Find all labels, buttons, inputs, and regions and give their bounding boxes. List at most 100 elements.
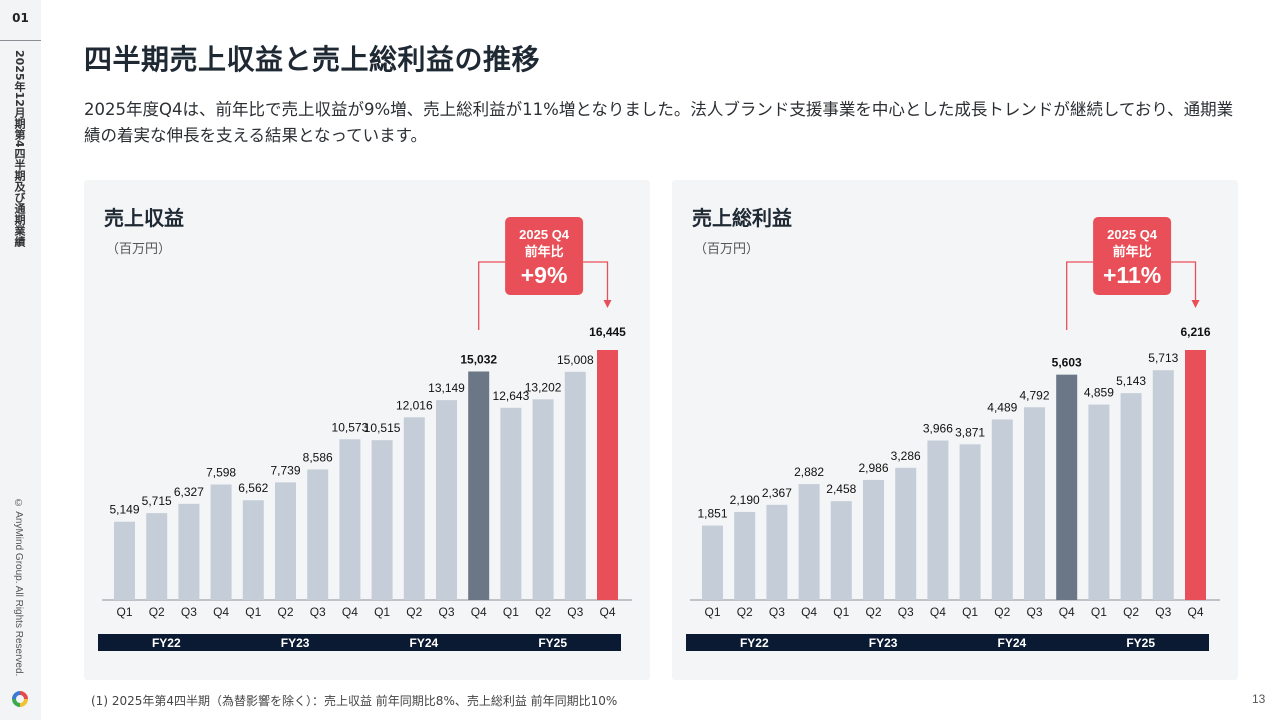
yoy-badge bbox=[1093, 217, 1172, 295]
bar-q3-14 bbox=[1152, 370, 1174, 600]
bar-value-label: 8,586 bbox=[303, 450, 333, 464]
bar-value-label: 7,739 bbox=[270, 463, 300, 477]
fiscal-year-label: FY22 bbox=[740, 636, 769, 650]
yoy-badge bbox=[505, 217, 584, 295]
bar-q2-9 bbox=[403, 417, 425, 600]
bar-value-label: 2,882 bbox=[794, 465, 824, 479]
quarter-tick-label: Q1 bbox=[704, 605, 720, 619]
fiscal-year-band bbox=[1072, 634, 1209, 651]
quarter-tick-label: Q4 bbox=[213, 605, 229, 619]
quarter-tick-label: Q3 bbox=[567, 605, 583, 619]
quarter-tick-label: Q3 bbox=[438, 605, 454, 619]
bar-q4-15 bbox=[1185, 350, 1206, 600]
fiscal-year-label: FY24 bbox=[410, 636, 439, 650]
fiscal-year-band bbox=[814, 634, 952, 651]
quarter-tick-label: Q1 bbox=[962, 605, 978, 619]
fiscal-year-label: FY23 bbox=[869, 636, 898, 650]
bar-q2-1 bbox=[146, 513, 168, 600]
bar-value-label: 5,715 bbox=[142, 494, 172, 508]
fiscal-year-band bbox=[355, 634, 493, 651]
gross-profit-chart-title: 売上総利益 bbox=[692, 206, 792, 230]
quarter-tick-label: Q1 bbox=[1091, 605, 1107, 619]
bar-value-label: 3,286 bbox=[891, 449, 921, 463]
bar-q4-3 bbox=[798, 484, 820, 600]
lead-paragraph: 2025年度Q4は、前年比で売上収益が9%増、売上総利益が11%増となりました。… bbox=[84, 100, 1234, 145]
quarter-tick-label: Q1 bbox=[374, 605, 390, 619]
footnote: (1) 2025年第4四半期（為替影響を除く）：売上収益 前年同期比8%、売上総… bbox=[91, 694, 618, 708]
bar-value-label: 10,573 bbox=[332, 420, 369, 434]
quarter-tick-label: Q3 bbox=[1026, 605, 1042, 619]
bar-q4-15 bbox=[597, 350, 618, 600]
bar-value-label: 3,871 bbox=[955, 425, 985, 439]
fiscal-year-label: FY24 bbox=[998, 636, 1027, 650]
bar-value-label: 15,008 bbox=[557, 353, 594, 367]
bar-q4-7 bbox=[927, 440, 949, 600]
anymind-logo-icon bbox=[12, 691, 28, 707]
quarter-tick-label: Q4 bbox=[599, 605, 615, 619]
bar-value-label: 2,458 bbox=[826, 482, 856, 496]
section-number: 01 bbox=[12, 11, 29, 25]
fiscal-year-label: FY25 bbox=[538, 636, 567, 650]
bar-q4-3 bbox=[210, 484, 232, 600]
arrow-down-icon bbox=[1191, 300, 1200, 308]
yoy-badge-period: 2025 Q4 bbox=[1107, 227, 1158, 242]
bar-value-label: 5,143 bbox=[1116, 374, 1146, 388]
quarter-tick-label: Q4 bbox=[930, 605, 946, 619]
bar-value-label: 6,562 bbox=[238, 481, 268, 495]
bar-q1-0 bbox=[114, 521, 135, 600]
connector-line bbox=[478, 261, 506, 330]
gross-profit-chart: 1,851 Q1 2,190 Q2 2,367 Q3 2,882 Q4 2,458 Q1 2,986… bbox=[686, 217, 1220, 651]
quarter-tick-label: Q3 bbox=[1155, 605, 1171, 619]
bar-q1-12 bbox=[500, 407, 522, 600]
quarter-tick-label: Q2 bbox=[1123, 605, 1139, 619]
bar-value-label: 6,216 bbox=[1180, 325, 1210, 339]
bar-q2-9 bbox=[991, 419, 1013, 600]
bar-value-label: 12,016 bbox=[396, 398, 433, 412]
fiscal-year-band bbox=[686, 634, 823, 651]
yoy-badge-caption: 前年比 bbox=[525, 244, 564, 259]
gross-profit-chart-unit: （百万円） bbox=[694, 242, 760, 257]
quarter-tick-label: Q4 bbox=[471, 605, 487, 619]
fiscal-year-band bbox=[943, 634, 1081, 651]
yoy-badge-caption: 前年比 bbox=[1113, 244, 1152, 259]
quarter-tick-label: Q4 bbox=[1059, 605, 1075, 619]
quarter-tick-label: Q1 bbox=[245, 605, 261, 619]
quarter-tick-label: Q3 bbox=[181, 605, 197, 619]
bar-q2-1 bbox=[734, 511, 756, 600]
copyright-text: © AnyMind Group. All Rights Reserved. bbox=[13, 498, 24, 677]
quarter-tick-label: Q3 bbox=[310, 605, 326, 619]
fiscal-year-label: FY25 bbox=[1126, 636, 1155, 650]
bar-value-label: 13,149 bbox=[428, 381, 465, 395]
bar-q1-12 bbox=[1088, 404, 1110, 600]
fiscal-year-band bbox=[484, 634, 621, 651]
bar-value-label: 16,445 bbox=[589, 325, 626, 339]
quarter-tick-label: Q2 bbox=[994, 605, 1010, 619]
bar-value-label: 2,367 bbox=[762, 486, 792, 500]
quarter-tick-label: Q1 bbox=[116, 605, 132, 619]
fiscal-year-band bbox=[98, 634, 235, 651]
fiscal-year-band bbox=[226, 634, 364, 651]
bar-value-label: 3,966 bbox=[923, 421, 953, 435]
bar-q2-5 bbox=[863, 479, 884, 600]
bar-value-label: 4,859 bbox=[1084, 386, 1114, 400]
bar-value-label: 5,603 bbox=[1052, 356, 1082, 370]
bar-q4-11 bbox=[468, 371, 490, 600]
bar-value-label: 6,327 bbox=[174, 485, 204, 499]
page-title: 四半期売上収益と売上総利益の推移 bbox=[84, 43, 541, 76]
fiscal-year-label: FY22 bbox=[152, 636, 181, 650]
bar-q1-0 bbox=[702, 525, 723, 600]
quarter-tick-label: Q2 bbox=[535, 605, 551, 619]
bar-value-label: 13,202 bbox=[525, 380, 562, 394]
bar-q2-13 bbox=[532, 399, 554, 600]
revenue-chart: 5,149 Q1 5,715 Q2 6,327 Q3 7,598 Q4 6,562 Q1 7,739… bbox=[98, 217, 632, 651]
bar-q1-4 bbox=[830, 501, 852, 600]
revenue-chart-unit: （百万円） bbox=[106, 242, 172, 257]
quarter-tick-label: Q2 bbox=[406, 605, 422, 619]
connector-line bbox=[1066, 261, 1094, 330]
bar-value-label: 15,032 bbox=[460, 352, 497, 366]
quarter-tick-label: Q4 bbox=[342, 605, 358, 619]
bar-q1-4 bbox=[242, 500, 264, 600]
quarter-tick-label: Q1 bbox=[833, 605, 849, 619]
bar-q3-6 bbox=[307, 469, 329, 600]
revenue-chart-title: 売上収益 bbox=[104, 206, 184, 230]
